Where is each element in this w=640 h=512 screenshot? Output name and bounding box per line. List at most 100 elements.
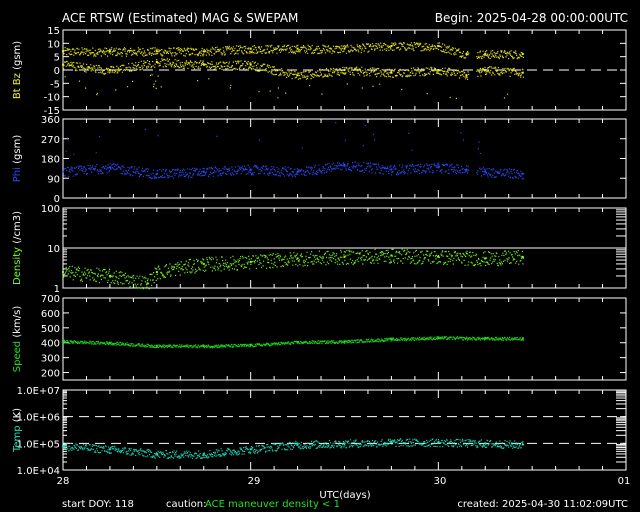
data-point bbox=[249, 63, 252, 66]
y-axis-label-unit: (km/s) bbox=[12, 306, 23, 341]
y-tick-label: 100 bbox=[41, 204, 60, 215]
y-axis-label-unit: (gsm) bbox=[12, 135, 23, 167]
y-tick-label: -10 bbox=[44, 93, 60, 104]
data-point bbox=[390, 71, 393, 74]
y-tick-label: 5 bbox=[54, 53, 60, 64]
data-point bbox=[437, 441, 440, 444]
data-point bbox=[155, 452, 158, 455]
y-axis-label-part: Bz bbox=[12, 73, 23, 88]
y-axis-label: Bt Bz (gsm) bbox=[12, 41, 23, 99]
data-point bbox=[249, 448, 252, 451]
caution-label: caution: bbox=[166, 499, 207, 510]
data-point bbox=[62, 444, 64, 447]
y-tick-label: 360 bbox=[41, 115, 60, 126]
y-tick-label: -5 bbox=[50, 79, 60, 90]
series-phi bbox=[62, 122, 524, 180]
y-tick-label: 180 bbox=[41, 155, 60, 166]
scatter-cloud bbox=[62, 42, 524, 60]
y-tick-label: 15 bbox=[47, 26, 60, 37]
start-doy-label: start DOY: 118 bbox=[62, 499, 134, 510]
data-point bbox=[484, 69, 487, 71]
y-axis-label: Density (/cm3) bbox=[12, 211, 23, 285]
data-point bbox=[296, 47, 299, 50]
data-point bbox=[155, 344, 158, 347]
data-point bbox=[521, 337, 524, 340]
data-point bbox=[62, 340, 64, 343]
data-point bbox=[155, 271, 158, 274]
y-tick-label: 10 bbox=[47, 244, 60, 255]
scatter-cloud bbox=[62, 438, 524, 460]
data-point bbox=[343, 255, 346, 258]
y-axis-label: Phi (gsm) bbox=[12, 135, 23, 183]
y-tick-label: 10 bbox=[47, 39, 60, 50]
y-tick-label: 0 bbox=[54, 194, 60, 205]
data-point bbox=[343, 47, 346, 50]
scatter-cloud bbox=[62, 336, 524, 349]
y-tick-label: 1 bbox=[54, 284, 60, 295]
y-tick-label: 300 bbox=[41, 354, 60, 365]
data-point bbox=[62, 271, 64, 274]
data-point bbox=[296, 443, 299, 446]
data-point bbox=[343, 69, 346, 71]
y-axis-label-name: Density bbox=[12, 247, 23, 285]
chart-begin-time: Begin: 2025-04-28 00:00:00UTC bbox=[435, 11, 628, 25]
data-point bbox=[202, 50, 205, 53]
data-point bbox=[390, 338, 393, 340]
y-tick-label: 1.0E+05 bbox=[17, 439, 60, 450]
chart-panels: 15 10 5 0 -5 -10 -15 Bt Bz (gsm) 360 270 180 90 0 Phi… bbox=[12, 26, 627, 477]
data-point bbox=[146, 282, 149, 285]
data-point bbox=[202, 170, 205, 173]
x-tick-label-29: 29 bbox=[248, 476, 261, 487]
data-point bbox=[296, 170, 299, 173]
panel-magnetic-field: 15 10 5 0 -5 -10 -15 Bt Bz (gsm) bbox=[12, 26, 627, 117]
data-point bbox=[437, 166, 440, 169]
y-tick-label: 1.0E+04 bbox=[17, 466, 60, 477]
data-point bbox=[249, 47, 252, 50]
series-density bbox=[62, 248, 524, 290]
data-point bbox=[202, 262, 205, 265]
data-point bbox=[343, 340, 346, 343]
y-tick-label: 500 bbox=[41, 324, 60, 335]
x-axis-label: UTC(days) bbox=[319, 490, 370, 501]
data-point bbox=[108, 274, 111, 277]
data-point bbox=[296, 257, 299, 260]
series-bt bbox=[62, 42, 524, 60]
data-point bbox=[437, 45, 440, 47]
created-timestamp: created: 2025-04-30 11:02:09UTC bbox=[457, 499, 628, 510]
panel-frame bbox=[62, 297, 627, 381]
data-point bbox=[62, 50, 64, 53]
data-point bbox=[62, 63, 64, 66]
data-point bbox=[202, 452, 205, 455]
data-point bbox=[484, 170, 487, 173]
y-axis-label-part: (gsm) bbox=[12, 41, 23, 73]
series-speed bbox=[62, 336, 524, 349]
x-tick-label-01: 01 bbox=[618, 476, 631, 487]
data-point bbox=[390, 254, 393, 257]
caution-text: ACE maneuver density < 1 bbox=[205, 499, 340, 510]
data-point bbox=[484, 337, 487, 340]
y-axis-label: Temp (K) bbox=[12, 408, 23, 453]
scatter-cloud bbox=[62, 248, 524, 290]
y-tick-label: 90 bbox=[47, 174, 60, 185]
panel-phi: 360 270 180 90 0 Phi (gsm) bbox=[12, 115, 627, 205]
data-point bbox=[155, 50, 158, 53]
y-axis-label-unit: (K) bbox=[12, 408, 23, 426]
data-point bbox=[521, 255, 524, 258]
y-tick-label: -15 bbox=[44, 106, 60, 117]
scatter-cloud bbox=[62, 122, 524, 180]
y-tick-label: 0 bbox=[54, 66, 60, 77]
scatter-cloud bbox=[62, 58, 524, 99]
y-tick-label: 200 bbox=[41, 369, 60, 380]
data-point bbox=[465, 168, 468, 171]
data-point bbox=[108, 166, 111, 169]
data-point bbox=[155, 172, 158, 175]
panel-frame bbox=[62, 118, 627, 199]
data-point bbox=[249, 168, 252, 171]
y-tick-label: 600 bbox=[41, 309, 60, 320]
data-point bbox=[521, 71, 524, 74]
y-axis-label-name: Temp bbox=[12, 425, 23, 453]
series-bz bbox=[62, 58, 524, 99]
panel-frame bbox=[62, 389, 627, 471]
y-axis-label-name: Speed bbox=[12, 341, 23, 372]
data-point bbox=[521, 443, 524, 446]
